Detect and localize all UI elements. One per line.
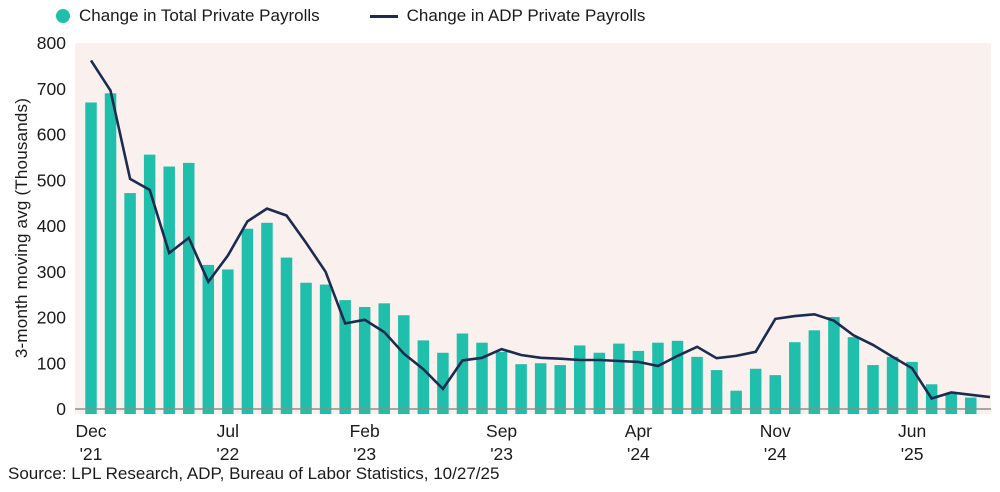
- bar: [808, 330, 821, 414]
- legend-dot-icon: [56, 9, 70, 23]
- bar: [202, 264, 215, 414]
- bar: [652, 342, 664, 414]
- bar: [222, 269, 234, 414]
- bar: [906, 361, 918, 414]
- bar: [437, 352, 449, 414]
- y-tick-label: 700: [37, 79, 66, 99]
- bar: [456, 333, 469, 414]
- y-tick-label: 600: [37, 125, 66, 145]
- bar: [554, 365, 566, 414]
- bar: [749, 368, 762, 414]
- x-tick-month-label: Feb: [350, 421, 380, 441]
- bar: [515, 364, 527, 414]
- legend-item-adp-private-payrolls: Change in ADP Private Payrolls: [369, 6, 646, 26]
- bar: [339, 300, 351, 414]
- bar: [847, 337, 860, 414]
- bar: [183, 162, 195, 414]
- bar: [417, 340, 430, 415]
- bar: [574, 345, 586, 414]
- bar: [124, 193, 136, 414]
- bar: [789, 342, 801, 414]
- x-tick-year-label: '21: [80, 444, 103, 464]
- x-tick-month-label: Apr: [625, 421, 652, 441]
- bar: [261, 222, 273, 414]
- y-tick-label: 800: [37, 33, 66, 53]
- bar: [104, 93, 117, 414]
- bar: [730, 390, 742, 414]
- bar: [671, 340, 684, 414]
- bar: [358, 306, 371, 414]
- legend-line-icon: [369, 14, 398, 18]
- bar: [593, 352, 606, 414]
- bar: [85, 102, 97, 414]
- x-tick-year-label: '24: [764, 444, 787, 464]
- x-tick-month-label: Jun: [898, 421, 926, 441]
- bar: [143, 154, 156, 414]
- bar: [632, 350, 645, 414]
- x-tick-year-label: '24: [627, 444, 650, 464]
- y-tick-label: 400: [37, 216, 66, 236]
- bar: [319, 284, 332, 414]
- x-tick-month-label: Sep: [486, 421, 517, 441]
- bar: [495, 351, 508, 414]
- bar: [241, 228, 254, 414]
- bar: [476, 342, 488, 414]
- y-tick-label: 200: [37, 308, 66, 328]
- x-tick-month-label: Dec: [75, 421, 106, 441]
- bar: [867, 365, 879, 414]
- y-tick-label: 0: [56, 399, 66, 419]
- source-note: Source: LPL Research, ADP, Bureau of Lab…: [8, 464, 500, 483]
- bar: [300, 282, 312, 414]
- y-axis-title: 3-month moving avg (Thousands): [12, 97, 31, 359]
- x-tick-month-label: Jul: [217, 421, 239, 441]
- bar: [945, 393, 957, 414]
- legend-label-adp: Change in ADP Private Payrolls: [406, 6, 646, 25]
- y-tick-label: 500: [37, 170, 66, 190]
- bar: [710, 370, 723, 414]
- x-tick-year-label: '23: [490, 444, 513, 464]
- chart-legend: Change in Total Private Payrolls Change …: [56, 6, 645, 26]
- x-tick-year-label: '25: [901, 444, 924, 464]
- bar: [378, 303, 390, 414]
- x-tick-year-label: '22: [216, 444, 239, 464]
- legend-item-total-private-payrolls: Change in Total Private Payrolls: [56, 6, 320, 26]
- bar: [613, 343, 625, 414]
- y-tick-label: 100: [37, 353, 66, 373]
- bar: [965, 397, 977, 414]
- bar: [691, 356, 703, 414]
- bar: [534, 363, 547, 414]
- bar: [280, 257, 293, 414]
- x-tick-month-label: Nov: [760, 421, 791, 441]
- bar: [828, 317, 840, 414]
- bar: [769, 375, 781, 414]
- bar: [398, 315, 410, 414]
- y-tick-label: 300: [37, 262, 66, 282]
- bar: [886, 356, 899, 414]
- x-tick-year-label: '23: [353, 444, 376, 464]
- legend-label-total: Change in Total Private Payrolls: [79, 6, 320, 25]
- bar: [163, 166, 175, 414]
- adp-line: [89, 59, 991, 401]
